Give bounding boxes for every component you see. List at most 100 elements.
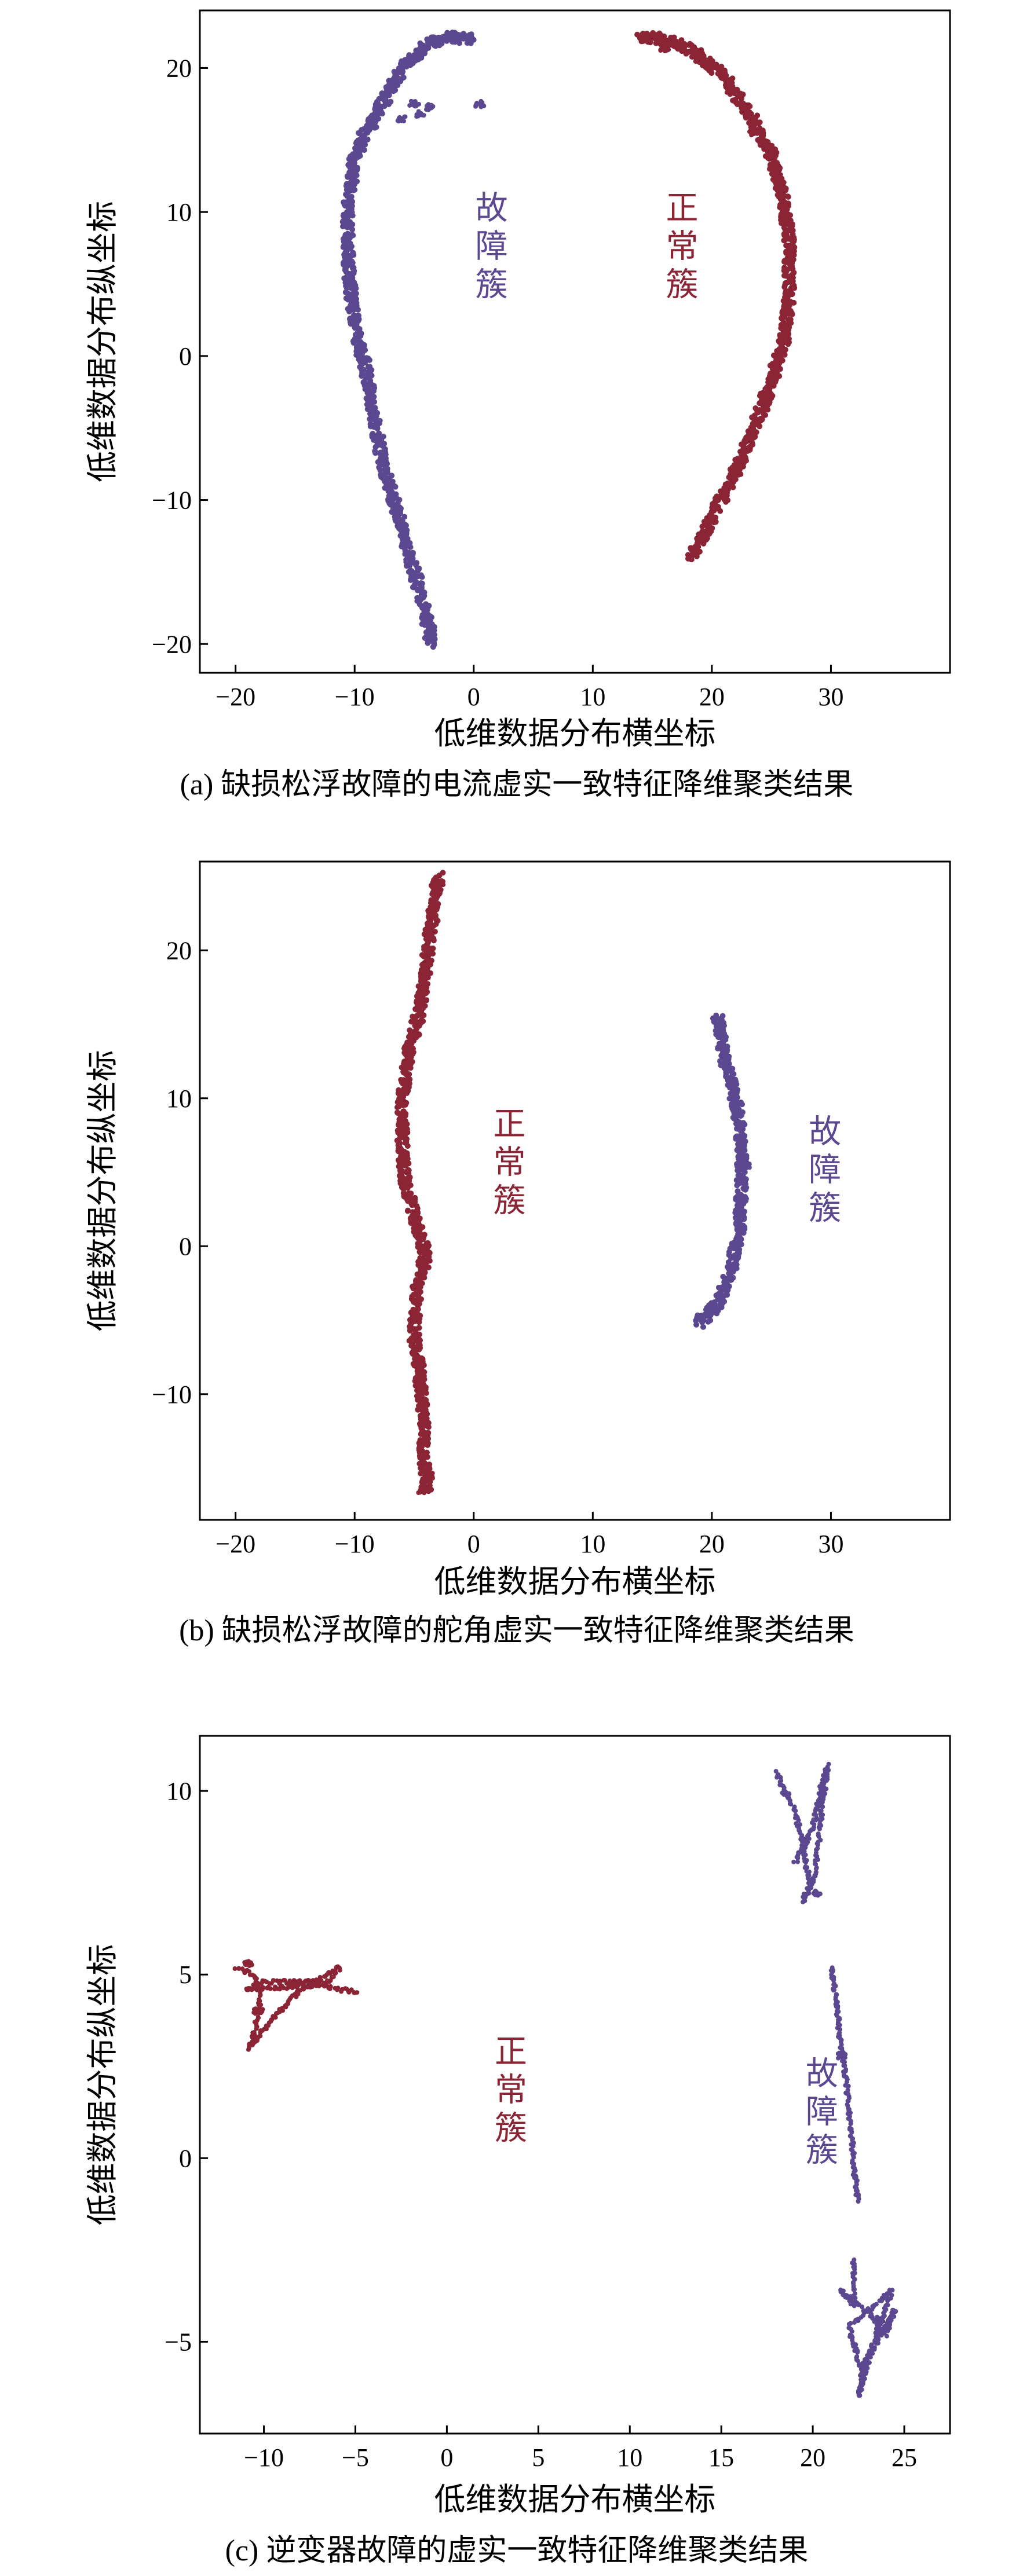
data-point: [441, 882, 446, 887]
cluster-annotation: 正常簇: [666, 191, 699, 303]
data-point: [412, 1383, 419, 1389]
data-point: [718, 75, 725, 81]
data-point: [349, 226, 356, 233]
data-point: [787, 302, 793, 308]
data-point: [729, 87, 734, 93]
data-point: [785, 1793, 791, 1798]
x-tick-label: −10: [335, 683, 375, 711]
data-point: [834, 2009, 839, 2014]
data-point: [372, 444, 379, 450]
data-point: [381, 97, 387, 102]
data-point: [884, 2333, 889, 2339]
data-point: [718, 1285, 724, 1292]
data-point: [859, 2387, 864, 2392]
data-point: [738, 95, 744, 101]
data-point: [408, 1343, 415, 1349]
data-point: [741, 1216, 747, 1222]
data-point: [735, 1237, 741, 1243]
x-tick-label: −10: [335, 1530, 375, 1558]
data-point: [431, 642, 437, 648]
data-point: [371, 122, 377, 129]
data-point: [778, 172, 783, 177]
data-point: [749, 431, 755, 437]
data-point: [733, 1110, 739, 1116]
data-point: [415, 1222, 421, 1228]
data-point: [841, 2055, 846, 2060]
data-point: [885, 2303, 890, 2307]
data-point: [839, 2046, 845, 2051]
data-point: [704, 521, 711, 527]
data-point: [422, 926, 429, 933]
data-point: [403, 1185, 408, 1191]
data-point: [724, 1286, 730, 1292]
data-point: [841, 2063, 846, 2068]
data-point: [341, 261, 346, 268]
data-point: [412, 57, 418, 64]
data-point: [857, 2363, 863, 2368]
series-fault-2: [828, 1965, 861, 2204]
data-point: [813, 1862, 817, 1866]
data-point: [246, 2047, 251, 2052]
data-point: [354, 167, 360, 173]
x-tick-label: −10: [244, 2443, 284, 2472]
data-point: [412, 104, 418, 109]
plot-frame: [199, 9, 951, 674]
data-point: [335, 1985, 341, 1991]
data-point: [744, 1164, 750, 1169]
data-point: [717, 508, 724, 514]
data-point: [416, 1325, 422, 1331]
data-point: [716, 1027, 721, 1032]
data-point: [411, 53, 417, 59]
data-point: [466, 32, 473, 38]
data-point: [349, 176, 356, 182]
data-point: [406, 561, 412, 567]
data-point: [788, 1801, 794, 1807]
x-tick-label: 10: [617, 2443, 642, 2472]
cluster-annotation: 故障簇: [476, 191, 508, 303]
data-point: [401, 1153, 407, 1160]
data-point: [410, 549, 416, 556]
data-point: [736, 1207, 743, 1214]
data-point: [353, 285, 359, 292]
data-point: [842, 2060, 847, 2065]
data-point: [356, 130, 362, 136]
chart-panel-1: −20 −10 0 10 20 30 −10 0 10 20 低维数据分布横坐标 低维数据分布纵坐标 (…: [85, 860, 951, 1647]
data-point: [767, 362, 773, 369]
data-point: [346, 156, 352, 162]
data-point: [397, 1178, 404, 1184]
x-tick-label: 20: [800, 2443, 825, 2472]
data-point: [400, 1102, 407, 1108]
data-point: [776, 167, 783, 173]
y-tick-label: −10: [152, 486, 192, 515]
data-point: [408, 1018, 414, 1025]
data-point: [792, 1808, 798, 1813]
data-point: [823, 1791, 828, 1796]
data-point: [729, 482, 735, 488]
data-point: [848, 2121, 853, 2126]
chart-panel-0: −20 −10 0 10 20 30 −20 −10 0 10 20 低维数据分布横坐标 低维数据分布纵…: [85, 9, 951, 801]
data-point: [432, 43, 439, 49]
data-point: [713, 1012, 719, 1018]
data-point: [257, 1993, 262, 1998]
data-point: [423, 1390, 429, 1396]
data-point: [737, 1172, 744, 1178]
data-point: [416, 1215, 423, 1222]
data-point: [724, 481, 730, 486]
x-tick-label: 10: [580, 683, 605, 711]
data-point: [397, 1089, 403, 1095]
data-point: [701, 56, 707, 61]
data-point: [798, 1822, 802, 1827]
data-point: [455, 32, 461, 38]
data-point: [776, 338, 782, 344]
data-point: [831, 1988, 836, 1993]
data-point: [726, 474, 732, 481]
data-point: [708, 70, 715, 76]
data-point: [407, 1065, 414, 1071]
data-point: [735, 1243, 741, 1249]
cluster-annotation: 正常簇: [495, 2034, 527, 2146]
data-point: [414, 569, 421, 575]
data-point: [407, 1328, 413, 1334]
data-point: [713, 505, 719, 512]
data-point: [726, 1079, 733, 1085]
data-point: [257, 2033, 262, 2039]
